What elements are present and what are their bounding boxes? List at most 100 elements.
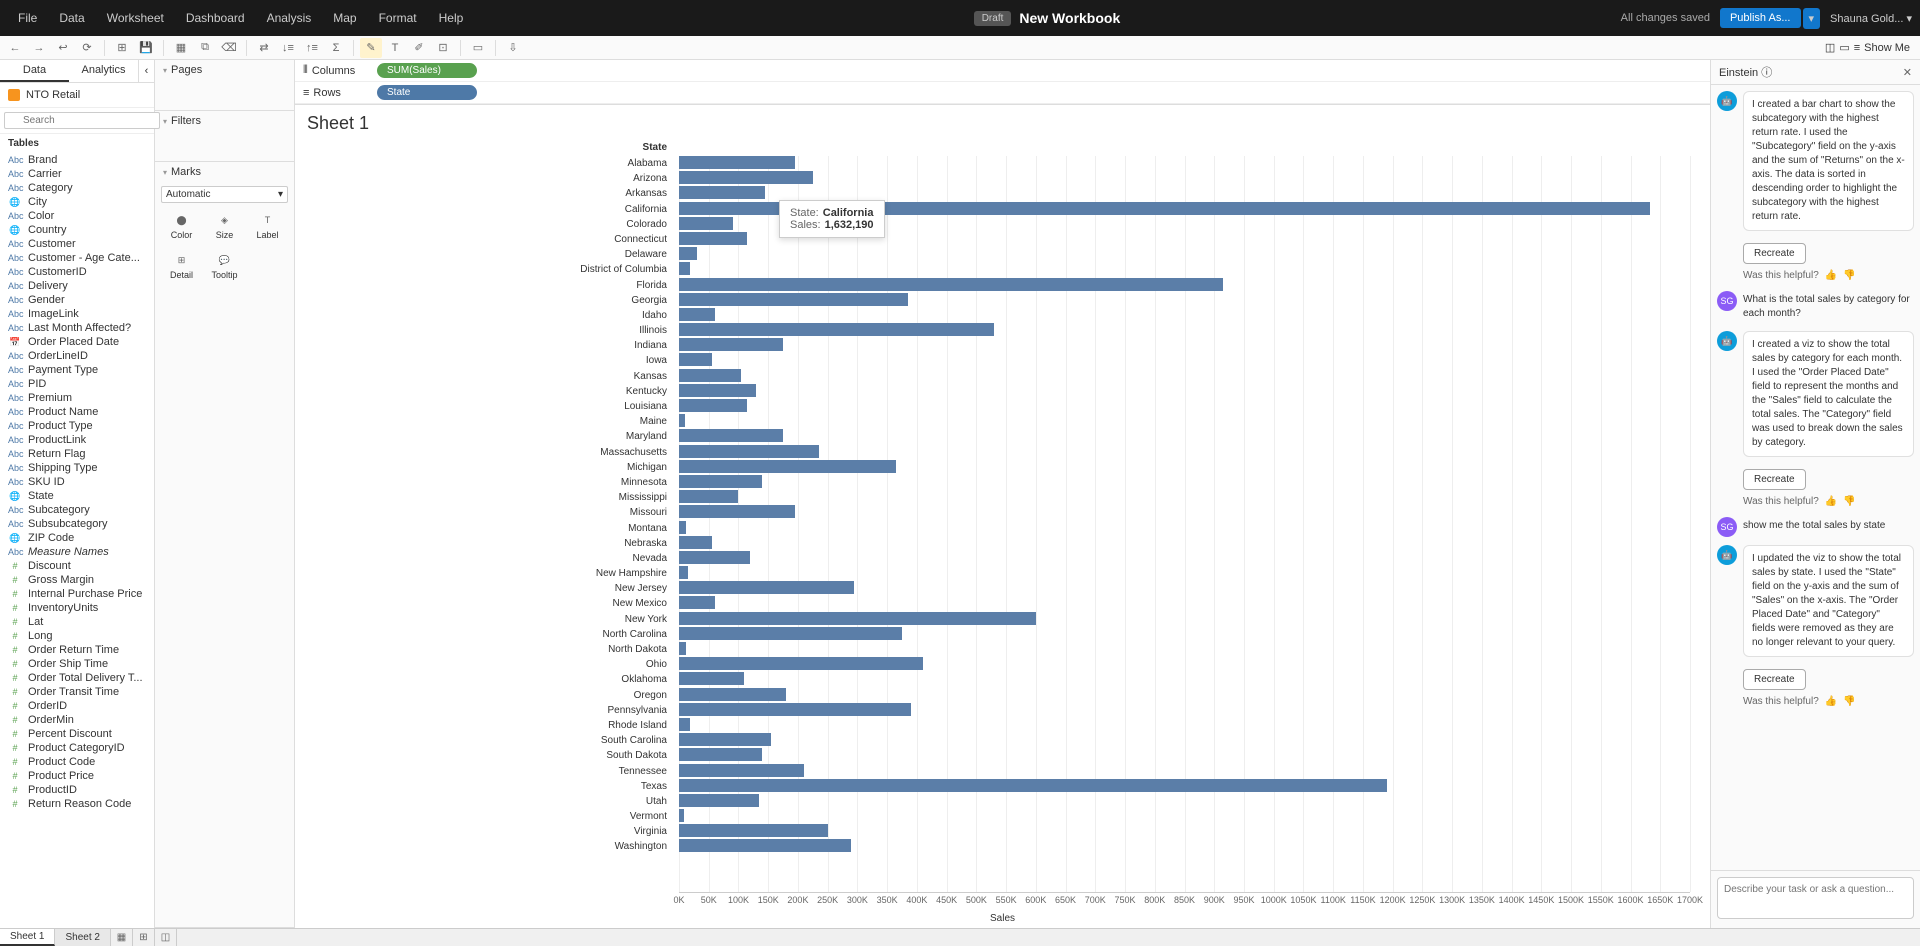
bar[interactable]: [679, 733, 771, 746]
new-dashboard-tab-button[interactable]: ⊞: [133, 929, 155, 946]
bar[interactable]: [679, 809, 684, 822]
menu-analysis[interactable]: Analysis: [257, 5, 322, 31]
bar[interactable]: [679, 688, 786, 701]
bar[interactable]: [679, 627, 902, 640]
menu-format[interactable]: Format: [369, 5, 427, 31]
field-premium[interactable]: AbcPremium: [0, 391, 154, 405]
bar[interactable]: [679, 414, 685, 427]
thumbs-down-icon[interactable]: 👎: [1843, 496, 1855, 507]
thumbs-down-icon[interactable]: 👎: [1843, 270, 1855, 281]
bar[interactable]: [679, 399, 747, 412]
bar[interactable]: [679, 217, 733, 230]
columns-pill[interactable]: SUM(Sales): [377, 63, 477, 78]
bar[interactable]: [679, 642, 686, 655]
bar[interactable]: [679, 657, 923, 670]
bar[interactable]: [679, 156, 795, 169]
field-color[interactable]: AbcColor: [0, 209, 154, 223]
thumbs-down-icon[interactable]: 👎: [1843, 696, 1855, 707]
field-return-flag[interactable]: AbcReturn Flag: [0, 447, 154, 461]
field-measure-names[interactable]: AbcMeasure Names: [0, 545, 154, 559]
field-category[interactable]: AbcCategory: [0, 181, 154, 195]
filters-shelf[interactable]: [155, 131, 294, 161]
field-imagelink[interactable]: AbcImageLink: [0, 307, 154, 321]
bar[interactable]: [679, 232, 747, 245]
field-percent-discount[interactable]: #Percent Discount: [0, 727, 154, 741]
field-country[interactable]: 🌐Country: [0, 223, 154, 237]
field-order-total-delivery-t-[interactable]: #Order Total Delivery T...: [0, 671, 154, 685]
bar[interactable]: [679, 536, 712, 549]
bar[interactable]: [679, 247, 697, 260]
bar[interactable]: [679, 323, 994, 336]
bar[interactable]: [679, 672, 744, 685]
field-subcategory[interactable]: AbcSubcategory: [0, 503, 154, 517]
field-orderid[interactable]: #OrderID: [0, 699, 154, 713]
menu-data[interactable]: Data: [49, 5, 94, 31]
field-city[interactable]: 🌐City: [0, 195, 154, 209]
menu-dashboard[interactable]: Dashboard: [176, 5, 255, 31]
field-product-code[interactable]: #Product Code: [0, 755, 154, 769]
mark-label[interactable]: TLabel: [247, 207, 288, 245]
sheet-title[interactable]: Sheet 1: [295, 105, 1710, 142]
info-icon[interactable]: ⓘ: [1761, 67, 1772, 79]
bar[interactable]: [679, 779, 1387, 792]
field-state[interactable]: 🌐State: [0, 489, 154, 503]
field-order-transit-time[interactable]: #Order Transit Time: [0, 685, 154, 699]
field-long[interactable]: #Long: [0, 629, 154, 643]
tab-analytics[interactable]: Analytics: [69, 60, 138, 82]
field-pid[interactable]: AbcPID: [0, 377, 154, 391]
bar[interactable]: [679, 505, 795, 518]
bar[interactable]: [679, 308, 715, 321]
filters-header[interactable]: Filters: [155, 111, 294, 131]
field-order-ship-time[interactable]: #Order Ship Time: [0, 657, 154, 671]
field-discount[interactable]: #Discount: [0, 559, 154, 573]
workbook-title[interactable]: New Workbook: [1019, 10, 1120, 26]
field-product-price[interactable]: #Product Price: [0, 769, 154, 783]
mark-tooltip[interactable]: 💬Tooltip: [204, 247, 245, 285]
rows-pill[interactable]: State: [377, 85, 477, 100]
field-brand[interactable]: AbcBrand: [0, 153, 154, 167]
publish-dropdown[interactable]: ▾: [1803, 8, 1821, 29]
bar[interactable]: [679, 566, 688, 579]
marks-header[interactable]: Marks: [155, 162, 294, 182]
field-gross-margin[interactable]: #Gross Margin: [0, 573, 154, 587]
bar[interactable]: [679, 703, 911, 716]
download-button[interactable]: ⇩: [502, 38, 524, 58]
menu-worksheet[interactable]: Worksheet: [97, 5, 174, 31]
field-shipping-type[interactable]: AbcShipping Type: [0, 461, 154, 475]
bar[interactable]: [679, 353, 712, 366]
redo-button[interactable]: →: [28, 38, 50, 58]
field-customer-age-cate-[interactable]: AbcCustomer - Age Cate...: [0, 251, 154, 265]
bar[interactable]: [679, 171, 813, 184]
show-me-button[interactable]: ◫ ▭ ≡ Show Me: [1819, 39, 1916, 56]
field-product-name[interactable]: AbcProduct Name: [0, 405, 154, 419]
search-input[interactable]: [4, 112, 160, 129]
bar[interactable]: [679, 262, 690, 275]
new-worksheet-button[interactable]: ▦: [170, 38, 192, 58]
totals-button[interactable]: Σ: [325, 38, 347, 58]
edit-button[interactable]: ✐: [408, 38, 430, 58]
columns-shelf[interactable]: ⦀Columns SUM(Sales): [295, 60, 1710, 82]
field-order-placed-date[interactable]: 📅Order Placed Date: [0, 335, 154, 349]
field-carrier[interactable]: AbcCarrier: [0, 167, 154, 181]
bar[interactable]: [679, 186, 765, 199]
field-internal-purchase-price[interactable]: #Internal Purchase Price: [0, 587, 154, 601]
bar[interactable]: [679, 718, 690, 731]
field-customer[interactable]: AbcCustomer: [0, 237, 154, 251]
bar[interactable]: [679, 429, 783, 442]
field-sku-id[interactable]: AbcSKU ID: [0, 475, 154, 489]
thumbs-up-icon[interactable]: 👍: [1825, 270, 1837, 281]
new-worksheet-tab-button[interactable]: ▦: [111, 929, 133, 946]
field-product-type[interactable]: AbcProduct Type: [0, 419, 154, 433]
close-einstein-button[interactable]: ✕: [1903, 66, 1912, 79]
bar[interactable]: [679, 839, 851, 852]
pages-header[interactable]: Pages: [155, 60, 294, 80]
rows-shelf[interactable]: ≡Rows State: [295, 82, 1710, 104]
recreate-button[interactable]: Recreate: [1743, 243, 1806, 264]
swap-button[interactable]: ⇄: [253, 38, 275, 58]
revert-button[interactable]: ↩: [52, 38, 74, 58]
collapse-data-pane[interactable]: ‹: [138, 60, 154, 82]
bar[interactable]: [679, 278, 1223, 291]
sheet-tab-2[interactable]: Sheet 2: [55, 929, 110, 946]
field-inventoryunits[interactable]: #InventoryUnits: [0, 601, 154, 615]
bar[interactable]: [679, 612, 1036, 625]
